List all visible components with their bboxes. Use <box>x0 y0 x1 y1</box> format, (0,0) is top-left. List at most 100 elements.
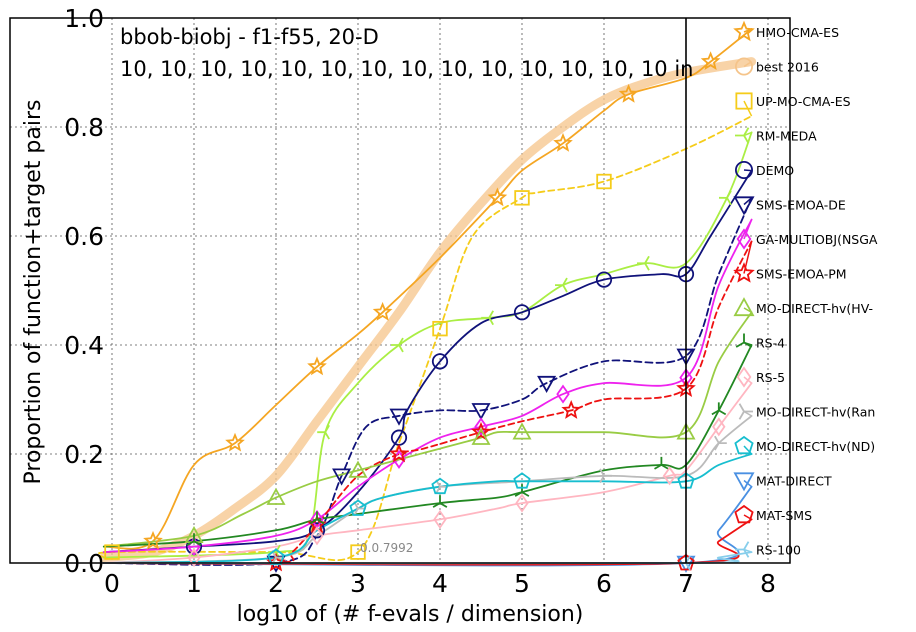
marker-rs-5-3 <box>310 526 324 546</box>
legend-marker-rs-100 <box>735 541 750 558</box>
legend-connector-rs-100 <box>743 548 752 553</box>
legend-marker-ga-multiobj-nsga <box>736 228 752 250</box>
series-line-demo <box>102 169 753 553</box>
marker-demo-7 <box>431 353 449 370</box>
marker-rm-meda-13 <box>718 190 732 206</box>
marker-hmo-cma-es-5 <box>307 356 327 376</box>
legend-connector-sms-emoa-pm <box>743 241 753 274</box>
marker-hmo-cma-es-11 <box>553 132 573 152</box>
legend-marker-up-mo-cma-es <box>735 92 753 110</box>
marker-mo-direct-hv-hv-5 <box>348 460 368 478</box>
legend-label-demo: DEMO <box>756 163 794 178</box>
series-line-hmo-cma-es <box>102 28 753 550</box>
legend-label-mat-direct: MAT-DIRECT <box>756 474 832 489</box>
plot-frame <box>9 17 791 564</box>
marker-sms-emoa-pm-7 <box>471 421 491 441</box>
legend-label-sms-emoa-pm: SMS-EMOA-PM <box>756 267 847 282</box>
y-tick-label-4: 0.8 <box>64 113 104 142</box>
series-line-rs-4 <box>102 344 753 548</box>
marker-ga-multiobj-nsga-9 <box>556 384 570 404</box>
marker-rm-meda-5 <box>391 337 404 353</box>
legend-marker-best-2016 <box>735 57 754 76</box>
x-tick-label-5: 5 <box>514 569 530 598</box>
legend-connector-up-mo-cma-es <box>743 100 753 117</box>
marker-rs-4-9 <box>654 456 669 470</box>
marker-sms-emoa-de-5 <box>389 408 409 426</box>
legend-connector-rs-5 <box>743 376 753 384</box>
marker-demo-3 <box>308 522 326 539</box>
grid <box>10 17 790 564</box>
x-tick-label-2: 2 <box>268 569 284 598</box>
series-line-rs-5 <box>102 382 753 564</box>
marker-mo-direct-hv-nd-7 <box>513 472 531 489</box>
marker-hmo-cma-es-15 <box>700 51 721 71</box>
marker-rs-5-1 <box>187 547 201 568</box>
legend-label-ga-multiobj-nsga: GA-MULTIOBJ(NSGA <box>756 232 878 247</box>
legend-marker-mat-sms <box>734 504 754 524</box>
chart-subtitle: 10, 10, 10, 10, 10, 10, 10, 10, 10, 10, … <box>120 57 693 81</box>
legend-connector-rm-meda <box>743 131 752 137</box>
annotation: 0.0.7992 <box>360 541 413 555</box>
legend-marker-sms-emoa-pm <box>733 262 755 283</box>
marker-sms-emoa-de-3 <box>332 468 352 486</box>
legend-marker-hmo-cma-es <box>733 20 755 42</box>
marker-mo-direct-hv-nd-3 <box>349 499 367 516</box>
series-line-mo-direct-hv-hv <box>102 311 753 548</box>
marker-sms-emoa-pm-5 <box>389 443 409 463</box>
legend-connector-mat-sms <box>743 514 752 521</box>
marker-hmo-cma-es-3 <box>225 432 245 452</box>
x-tick-label-8: 8 <box>760 569 776 598</box>
axes <box>9 17 791 564</box>
marker-mo-direct-hv-hv-7 <box>471 427 491 445</box>
marker-up-mo-cma-es-1 <box>104 544 120 560</box>
y-tick-label-0: 0.0 <box>64 549 104 578</box>
y-tick-label-5: 1.0 <box>64 4 104 33</box>
y-tick-label-2: 0.4 <box>64 331 104 360</box>
legend-marker-mo-direct-hv-nd <box>734 435 754 455</box>
marker-demo-9 <box>513 304 531 321</box>
marker-mo-direct-hv-hv-3 <box>266 487 286 505</box>
marker-up-mo-cma-es-9 <box>596 173 612 190</box>
legend-label-rm-meda: RM-MEDA <box>756 129 817 144</box>
marker-demo-11 <box>595 271 613 288</box>
series-layer <box>96 28 757 567</box>
legend-label-mo-direct-hv-hv: MO-DIRECT-hv(HV- <box>756 301 873 316</box>
legend-label-mat-sms: MAT-SMS <box>756 508 812 523</box>
marker-rs-4-5 <box>432 495 448 508</box>
legend-label-hmo-cma-es: HMO-CMA-ES <box>756 25 839 40</box>
legend-connector-hmo-cma-es <box>743 28 752 33</box>
x-tick-label-7: 7 <box>678 569 694 598</box>
x-tick-label-4: 4 <box>432 569 448 598</box>
x-axis-label: log10 of (# f-evals / dimension) <box>237 602 584 627</box>
marker-up-mo-cma-es-3 <box>350 544 366 560</box>
legend-label-mo-direct-hv-nd: MO-DIRECT-hv(ND) <box>756 439 875 454</box>
legend-marker-demo <box>735 160 754 179</box>
series-line-mat-direct <box>102 485 753 567</box>
legend-connector-mo-direct-hv-ran <box>743 410 752 417</box>
tick-labels: 0 1 2 3 4 5 6 7 8 0.0 0.2 0.4 0.6 0.8 1.0 <box>64 4 776 598</box>
legend-marker-rs-5 <box>736 366 752 388</box>
legend-label-rs-100: RS-100 <box>756 543 801 558</box>
legend-marker-mat-direct <box>733 472 755 492</box>
marker-mat-sms-1 <box>677 553 695 571</box>
legend-connector-rs-4 <box>743 341 752 346</box>
series-line-sms-emoa-de <box>102 196 753 566</box>
series-line-best-2016 <box>99 57 757 562</box>
legend-connector-ga-multiobj-nsga <box>743 219 753 240</box>
marker-rs-5-5 <box>433 509 447 529</box>
marker-rm-meda-7 <box>481 310 494 326</box>
markers-layer <box>104 51 732 573</box>
marker-rs-5-9 <box>662 466 677 486</box>
marker-rm-meda-9 <box>554 277 568 293</box>
legend-marker-sms-emoa-de <box>733 196 755 216</box>
marker-sms-emoa-pm-9 <box>561 400 582 419</box>
series-line-up-mo-cma-es <box>96 115 753 562</box>
marker-mo-direct-hv-nd-1 <box>267 548 285 565</box>
y-tick-label-3: 0.6 <box>64 222 104 251</box>
legend-connector-mat-direct <box>743 479 753 488</box>
legend-label-mo-direct-hv-ran: MO-DIRECT-hv(Ran <box>756 405 875 420</box>
marker-hmo-cma-es-9 <box>487 187 508 207</box>
chart-title: bbob-biobj - f1-f55, 20-D <box>120 25 379 49</box>
legend-label-rs-5: RS-5 <box>756 370 785 385</box>
